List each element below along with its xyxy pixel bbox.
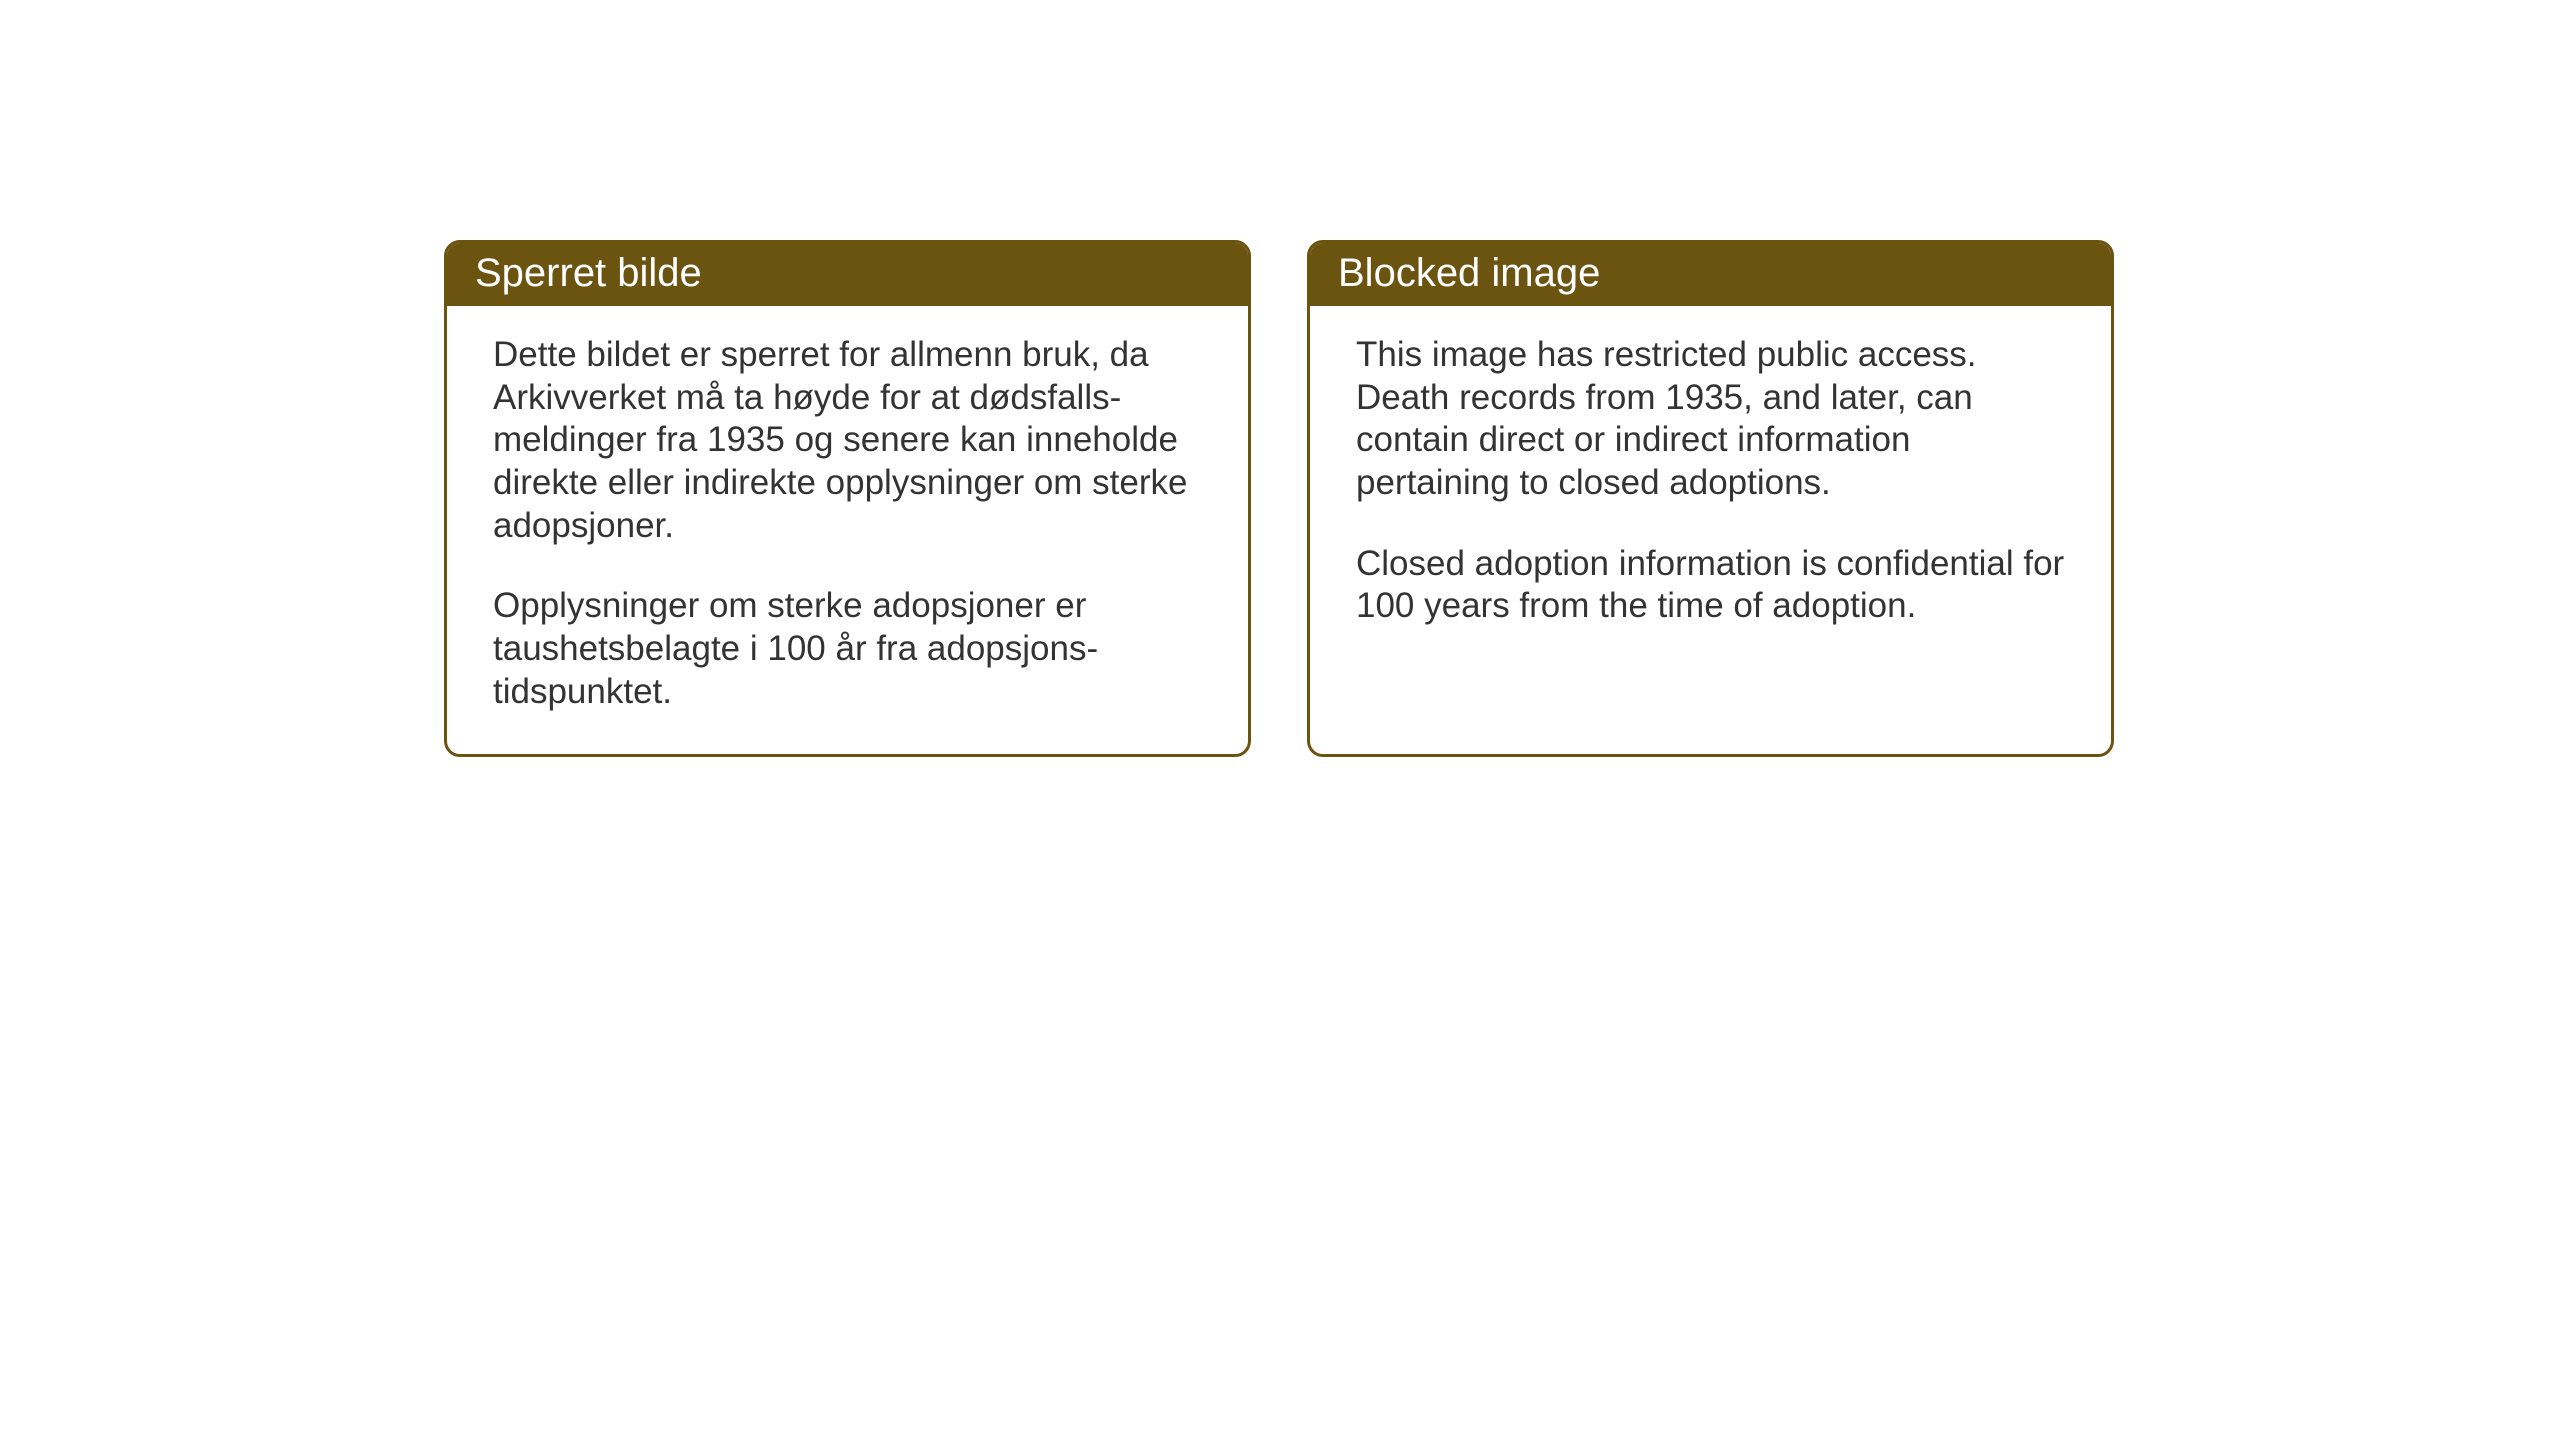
notice-paragraph-2-english: Closed adoption information is confident… bbox=[1356, 543, 2065, 628]
notice-paragraph-1-english: This image has restricted public access.… bbox=[1356, 334, 2065, 505]
notice-paragraph-1-norwegian: Dette bildet er sperret for allmenn bruk… bbox=[493, 334, 1202, 547]
notice-title-norwegian: Sperret bilde bbox=[475, 251, 702, 295]
notice-box-norwegian: Sperret bilde Dette bildet er sperret fo… bbox=[444, 240, 1251, 757]
notice-title-english: Blocked image bbox=[1338, 251, 1600, 295]
notice-body-english: This image has restricted public access.… bbox=[1310, 306, 2111, 746]
notice-box-english: Blocked image This image has restricted … bbox=[1307, 240, 2114, 757]
notice-header-norwegian: Sperret bilde bbox=[447, 243, 1248, 306]
notice-paragraph-2-norwegian: Opplysninger om sterke adopsjoner er tau… bbox=[493, 585, 1202, 713]
notice-body-norwegian: Dette bildet er sperret for allmenn bruk… bbox=[447, 306, 1248, 754]
notices-container: Sperret bilde Dette bildet er sperret fo… bbox=[444, 240, 2114, 757]
notice-header-english: Blocked image bbox=[1310, 243, 2111, 306]
